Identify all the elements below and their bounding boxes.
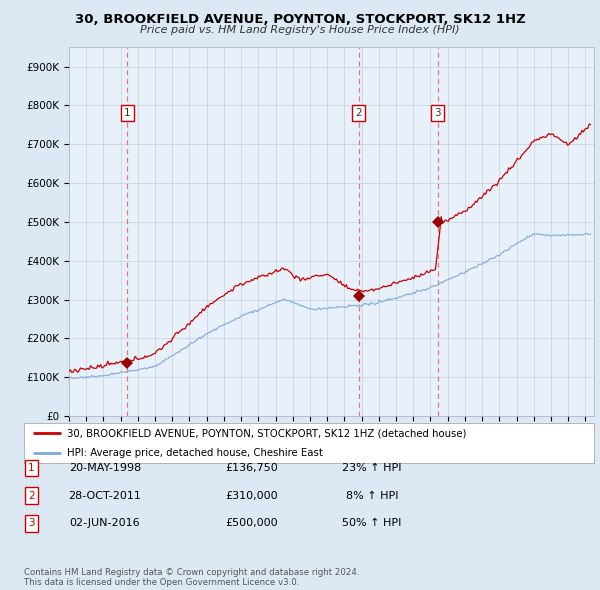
- Text: 02-JUN-2016: 02-JUN-2016: [70, 519, 140, 528]
- Text: 30, BROOKFIELD AVENUE, POYNTON, STOCKPORT, SK12 1HZ: 30, BROOKFIELD AVENUE, POYNTON, STOCKPOR…: [74, 13, 526, 26]
- Text: £136,750: £136,750: [226, 463, 278, 473]
- Text: 3: 3: [434, 108, 441, 118]
- Text: 50% ↑ HPI: 50% ↑ HPI: [343, 519, 401, 528]
- Text: 2: 2: [355, 108, 362, 118]
- Text: 20-MAY-1998: 20-MAY-1998: [69, 463, 141, 473]
- Text: 3: 3: [28, 519, 35, 528]
- Text: 28-OCT-2011: 28-OCT-2011: [68, 491, 142, 500]
- Text: £310,000: £310,000: [226, 491, 278, 500]
- Text: HPI: Average price, detached house, Cheshire East: HPI: Average price, detached house, Ches…: [67, 448, 323, 458]
- Text: 30, BROOKFIELD AVENUE, POYNTON, STOCKPORT, SK12 1HZ (detached house): 30, BROOKFIELD AVENUE, POYNTON, STOCKPOR…: [67, 428, 466, 438]
- Text: 1: 1: [28, 463, 35, 473]
- Text: 1: 1: [124, 108, 130, 118]
- Text: 2: 2: [28, 491, 35, 500]
- Text: £500,000: £500,000: [226, 519, 278, 528]
- Text: 23% ↑ HPI: 23% ↑ HPI: [342, 463, 402, 473]
- Text: Contains HM Land Registry data © Crown copyright and database right 2024.
This d: Contains HM Land Registry data © Crown c…: [24, 568, 359, 587]
- Text: 8% ↑ HPI: 8% ↑ HPI: [346, 491, 398, 500]
- Text: Price paid vs. HM Land Registry's House Price Index (HPI): Price paid vs. HM Land Registry's House …: [140, 25, 460, 35]
